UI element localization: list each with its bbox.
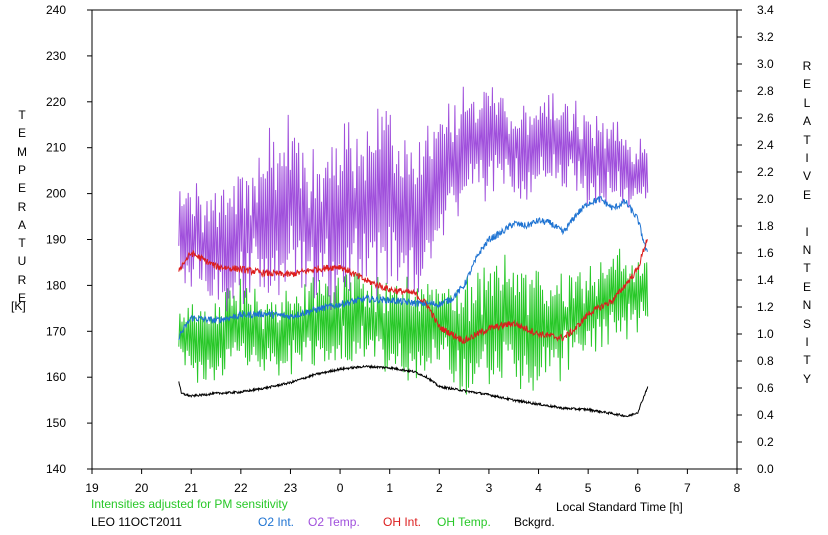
right-tick-label: 3.4	[757, 3, 774, 17]
x-tick-label: 6	[634, 481, 641, 495]
axis-label-letter: T	[803, 353, 811, 368]
x-tick-label: 5	[585, 481, 592, 495]
left-axis-unit: [K]	[11, 299, 26, 313]
left-tick-label: 240	[46, 3, 66, 17]
right-tick-label: 2.6	[757, 111, 774, 125]
axis-label-letter: A	[17, 217, 26, 232]
axis-label-letter: M	[17, 144, 27, 159]
x-axis-label: Local Standard Time [h]	[556, 500, 683, 514]
x-tick-label: 19	[85, 481, 99, 495]
series-bckgrd-line	[178, 364, 649, 418]
series-oh-int-line	[178, 239, 648, 345]
right-tick-label: 1.8	[757, 219, 774, 233]
right-tick-label: 1.0	[757, 327, 774, 341]
left-tick-label: 160	[46, 370, 66, 384]
axis-label-letter: R	[802, 59, 812, 73]
axis-label-letter: E	[17, 291, 26, 305]
left-tick-label: 220	[46, 95, 66, 109]
x-tick-label: 2	[436, 481, 443, 495]
axis-label-letter: A	[802, 114, 811, 129]
right-tick-label: 2.0	[757, 192, 774, 206]
axis-label-letter: T	[803, 132, 811, 147]
right-tick-label: 2.2	[757, 165, 774, 179]
legend-oh-int: OH Int.	[383, 515, 422, 529]
axis-label-letter: V	[802, 169, 811, 184]
axis-label-letter: E	[802, 77, 811, 92]
right-tick-label: 0.0	[757, 462, 774, 476]
left-tick-label: 180	[46, 278, 66, 292]
x-tick-label: 23	[284, 481, 298, 495]
right-tick-label: 0.8	[757, 354, 774, 368]
right-tick-label: 0.4	[757, 408, 774, 422]
right-tick-label: 0.6	[757, 381, 774, 395]
left-tick-label: 210	[46, 141, 66, 155]
left-tick-label: 140	[46, 462, 66, 476]
series-layer	[178, 86, 649, 418]
left-axis-ticks: 140 150 160 170 180 190 200 210 220 230 240	[46, 3, 92, 476]
axis-label-letter: E	[802, 279, 811, 294]
x-tick-label: 8	[734, 481, 741, 495]
right-tick-label: 2.8	[757, 84, 774, 98]
right-tick-label: 3.2	[757, 30, 774, 44]
right-axis-ticks: 0.0 0.2 0.4 0.6 0.8 1.0 1.2 1.4 1.6 1.8 2.0 2.2 2.4 2…	[737, 3, 774, 476]
axis-label-letter: E	[17, 126, 26, 141]
x-tick-label: 0	[337, 481, 344, 495]
left-tick-label: 230	[46, 49, 66, 63]
left-tick-label: 170	[46, 324, 66, 338]
axis-label-letter: I	[805, 151, 809, 165]
axis-label-letter: R	[17, 199, 27, 214]
series-oh-temp-line	[178, 248, 649, 395]
x-tick-label: 22	[234, 481, 248, 495]
legend-o2-temp: O2 Temp.	[308, 515, 360, 529]
axis-label-letter: I	[805, 335, 809, 349]
axis-label-letter: T	[18, 108, 26, 122]
axis-label-letter: U	[17, 254, 27, 269]
station-date: LEO 11OCT2011	[91, 515, 182, 529]
right-tick-label: 2.4	[757, 138, 774, 152]
left-tick-label: 150	[46, 416, 66, 430]
series-o2-temp-line	[178, 86, 649, 312]
axis-label-letter: T	[803, 261, 811, 276]
right-tick-label: 1.2	[757, 300, 774, 314]
right-tick-label: 0.2	[757, 435, 774, 449]
axis-label-letter: N	[802, 243, 812, 257]
x-tick-label: 20	[135, 481, 149, 495]
x-tick-label: 1	[386, 481, 393, 495]
legend-o2-int: O2 Int.	[258, 515, 295, 529]
right-tick-label: 1.6	[757, 246, 774, 260]
left-tick-label: 190	[46, 233, 66, 247]
axis-label-letter: E	[17, 181, 26, 196]
axis-label-letter: I	[805, 224, 809, 239]
x-axis-ticks: 19 20 21 22 23 0 1 2 3 4 5 6 7 8	[85, 469, 741, 495]
left-tick-label: 200	[46, 187, 66, 201]
x-tick-label: 7	[684, 481, 691, 495]
axis-label-letter: S	[802, 316, 811, 331]
legend-bckgrd: Bckgrd.	[514, 515, 555, 529]
axis-label-letter: E	[802, 187, 811, 202]
x-tick-label: 4	[535, 481, 542, 495]
axis-label-letter: Y	[802, 371, 811, 386]
legend-oh-temp: OH Temp.	[437, 515, 491, 529]
sensitivity-note: Intensities adjusted for PM sensitivity	[91, 497, 288, 511]
series-o2-int-line	[178, 195, 648, 341]
x-tick-label: 3	[486, 481, 493, 495]
axis-label-letter: N	[802, 298, 812, 313]
right-tick-label: 1.4	[757, 273, 774, 287]
axis-label-letter: P	[17, 162, 26, 177]
axis-label-letter: T	[18, 236, 26, 251]
right-tick-label: 3.0	[757, 57, 774, 71]
axis-label-letter: L	[803, 95, 811, 110]
axis-label-letter: R	[17, 272, 27, 287]
x-tick-label: 21	[185, 481, 199, 495]
